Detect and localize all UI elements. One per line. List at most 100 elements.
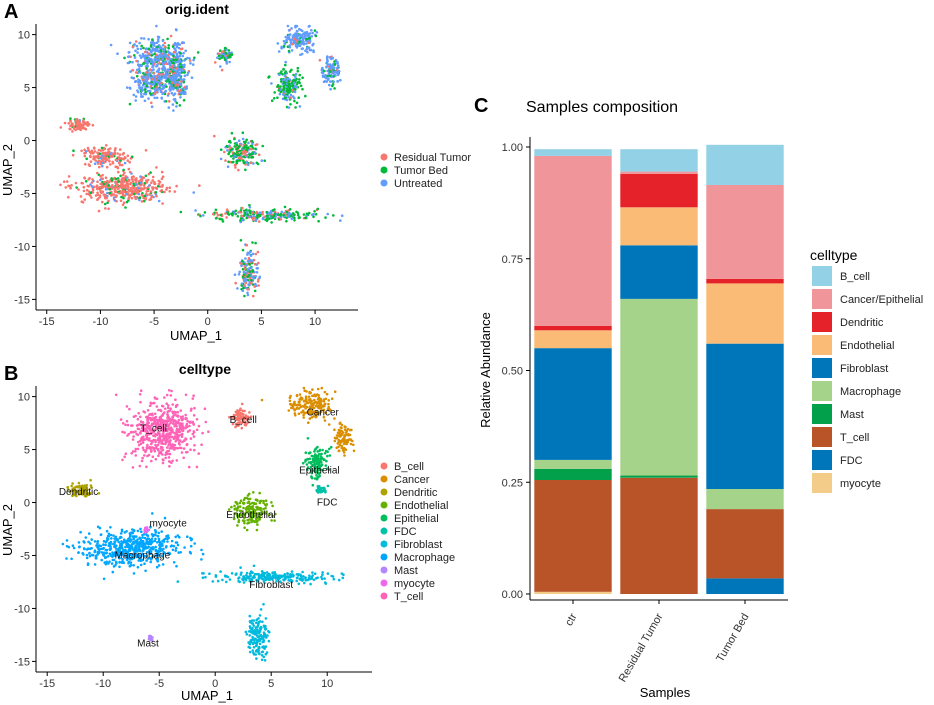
panel-b-point [134, 447, 138, 451]
panel-b-point [308, 577, 312, 581]
panel-a-point [159, 90, 163, 93]
panel-b-point [305, 463, 309, 466]
panel-a-point [309, 48, 313, 52]
panel-b-point [255, 641, 259, 645]
panel-a-point [189, 62, 192, 65]
panel-b-point [261, 637, 265, 640]
panel-b-point [270, 501, 273, 504]
panel-b-point [114, 535, 118, 539]
panel-a-point [89, 160, 93, 163]
panel-a-point [149, 85, 153, 88]
panel-b-point [149, 636, 153, 639]
panel-a-point [258, 211, 262, 214]
panel-b-point [164, 537, 167, 541]
panel-b-point [324, 581, 327, 584]
panel-a-point [143, 88, 147, 91]
panel-b-point [166, 452, 169, 456]
panel-a-point [74, 181, 78, 185]
panel-b-point [338, 429, 341, 432]
panel-a-point [122, 196, 125, 200]
panel-b-point [159, 451, 163, 455]
panel-c-legend-key [812, 404, 832, 424]
panel-b-point [179, 551, 182, 554]
panel-a-point [134, 197, 137, 201]
panel-a-point [172, 58, 176, 62]
panel-a-point [118, 163, 122, 167]
panel-b-point [318, 463, 321, 467]
panel-a-point [283, 42, 287, 46]
panel-a-point [72, 149, 75, 152]
panel-b-point [123, 554, 127, 557]
panel-a-point [243, 284, 246, 287]
panel-a-point [279, 90, 283, 94]
panel-a-point [171, 61, 174, 64]
panel-b-point [312, 415, 315, 418]
panel-b-point [260, 654, 264, 657]
panel-b-point [320, 461, 323, 464]
panel-a-point [312, 42, 315, 46]
panel-a-point [244, 150, 248, 154]
panel-b-point [188, 550, 192, 554]
panel-b-y-tick-label: 5 [24, 445, 30, 457]
panel-a-point [143, 99, 147, 103]
panel-a-point [68, 184, 71, 188]
panel-b-point [182, 439, 186, 443]
panel-b-point [127, 432, 130, 436]
panel-a-point [245, 208, 248, 212]
panel-b-point [265, 651, 269, 654]
panel-b-point [158, 416, 162, 420]
panel-b-y-tick-label: -5 [20, 550, 30, 562]
panel-a-point [116, 165, 119, 169]
panel-b-point [339, 441, 343, 444]
panel-a-point [239, 262, 243, 265]
panel-b-point [308, 406, 311, 409]
panel-a-point [298, 78, 301, 81]
panel-a-point [172, 54, 175, 58]
panel-b-point [152, 401, 155, 405]
panel-a-point [299, 84, 303, 88]
panel-a-point [306, 46, 309, 49]
panel-b-point [121, 551, 125, 554]
panel-b-point [79, 530, 82, 534]
panel-a-point [118, 185, 121, 189]
panel-b-point [159, 447, 163, 450]
panel-b-point [132, 556, 136, 560]
panel-a-point [249, 258, 252, 262]
panel-a-point [132, 77, 135, 80]
panel-a-point [171, 72, 175, 75]
panel-a-point [148, 89, 152, 93]
panel-a-point [242, 214, 246, 217]
panel-a-point [191, 63, 195, 66]
panel-b-point [327, 399, 331, 402]
panel-a-point [89, 191, 93, 194]
panel-c-legend-key [812, 427, 832, 447]
panel-b-point [144, 526, 148, 530]
panel-b-point [157, 564, 161, 567]
panel-a-point [117, 170, 120, 174]
panel-c-bar-segment [534, 348, 612, 460]
panel-b-point [137, 542, 140, 545]
panel-a-point [339, 78, 342, 82]
panel-a-point [140, 37, 143, 40]
panel-a-point [138, 54, 142, 57]
panel-b-point [102, 551, 106, 554]
panel-a-point [103, 202, 107, 206]
panel-a-point [175, 45, 179, 49]
panel-b-point [267, 639, 271, 643]
panel-b-point [350, 428, 353, 432]
panel-a-point [117, 180, 120, 183]
panel-b-point [189, 544, 193, 548]
panel-b-point [260, 626, 263, 630]
panel-a-point [234, 209, 238, 213]
panel-a-point [161, 61, 164, 65]
panel-a-point [285, 219, 288, 223]
panel-b-point [99, 533, 103, 536]
panel-b-point [322, 458, 326, 462]
panel-b-point [249, 514, 252, 518]
panel-a-point [241, 267, 245, 271]
panel-a-point [129, 70, 132, 73]
panel-b-point [237, 519, 241, 522]
panel-a-point [194, 209, 197, 212]
panel-b-point [144, 547, 147, 550]
panel-b-point [274, 512, 277, 516]
